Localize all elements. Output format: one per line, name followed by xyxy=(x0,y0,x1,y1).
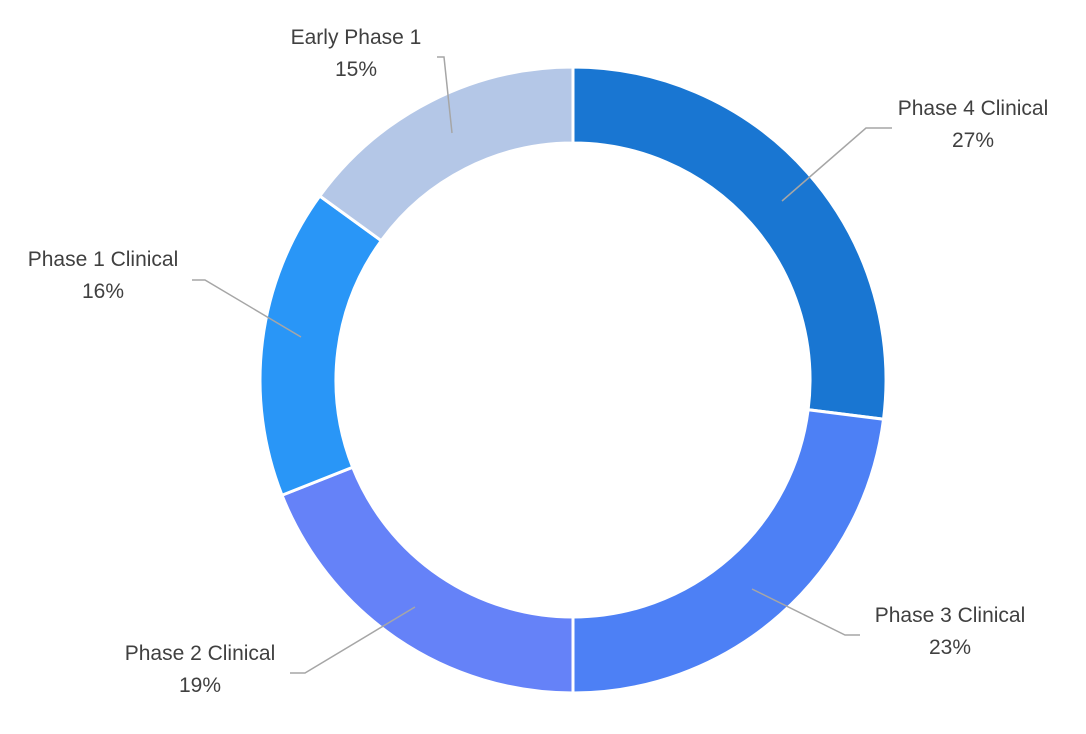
slice-value-label-early-phase-1: 15% xyxy=(335,58,377,81)
slice-category-label-phase-1-clinical: Phase 1 Clinical xyxy=(28,248,179,271)
slice-value-label-phase-3-clinical: 23% xyxy=(929,636,971,659)
slice-value-label-phase-2-clinical: 19% xyxy=(179,674,221,697)
slices-layer xyxy=(260,67,886,693)
slice-phase-2-clinical xyxy=(282,467,573,693)
slice-category-label-phase-4-clinical: Phase 4 Clinical xyxy=(898,97,1049,120)
slice-category-label-phase-3-clinical: Phase 3 Clinical xyxy=(875,604,1026,627)
slice-value-label-phase-4-clinical: 27% xyxy=(952,129,994,152)
slice-category-label-phase-2-clinical: Phase 2 Clinical xyxy=(125,642,276,665)
slice-value-label-phase-1-clinical: 16% xyxy=(82,280,124,303)
slice-category-label-early-phase-1: Early Phase 1 xyxy=(291,26,422,49)
slice-phase-1-clinical xyxy=(260,196,381,495)
slice-early-phase-1 xyxy=(320,67,573,241)
slice-phase-4-clinical xyxy=(573,67,886,419)
slice-phase-3-clinical xyxy=(573,410,884,693)
